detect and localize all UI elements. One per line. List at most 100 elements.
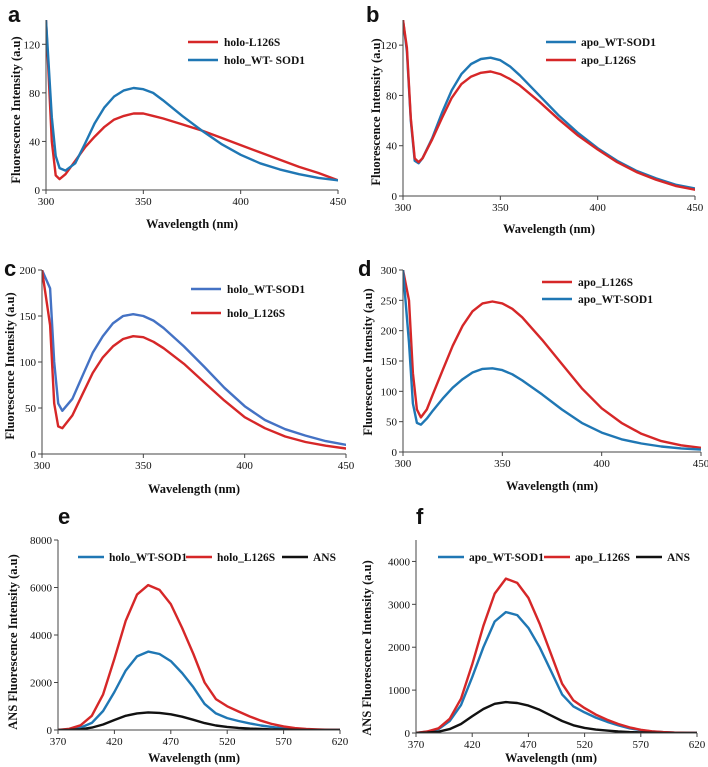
y-tick-label-c-3: 150 [20,311,37,323]
y-tick-label-d-6: 300 [381,265,398,277]
legend-label-b-0: apo_WT-SOD1 [581,37,656,49]
series-line-d-0 [403,270,701,449]
x-tick-label-e-5: 620 [332,736,349,748]
panel-letter-a: a [8,2,21,27]
y-tick-label-b-0: 0 [392,191,398,203]
svg-text:Fluorescence Intensity (a.u): Fluorescence Intensity (a.u) [361,288,375,435]
y-tick-label-f-0: 0 [405,728,411,740]
panel-e: e ANS Fluorescence Intensity (a.u) Wavel… [6,504,349,765]
panel-letter-b: b [366,2,379,27]
x-tick-label-c-1: 350 [135,460,152,472]
legend-label-e-0: holo_WT-SOD1 [109,552,187,564]
y-tick-label-d-3: 150 [381,356,398,368]
x-tick-label-d-3: 450 [693,458,708,470]
x-tick-label-a-1: 350 [135,196,152,208]
series-group-e [58,583,340,730]
series-line-e-1 [58,583,340,730]
y-tick-label-a-3: 120 [24,39,41,51]
x-axis-label-a: Wavelength (nm) [146,217,238,231]
x-axis-label-d: Wavelength (nm) [506,479,598,493]
x-tick-label-e-4: 570 [275,736,292,748]
panel-c: c Fluorescence Intensity (a.u) Wavelengt… [3,256,355,496]
x-tick-label-b-0: 300 [395,202,412,214]
y-axis-label-d: Fluorescence Intensity (a.u) [361,288,375,435]
x-tick-label-a-3: 450 [330,196,347,208]
series-line-c-0 [42,270,346,446]
legend-label-f-2: ANS [667,552,690,564]
y-tick-label-d-5: 250 [381,295,398,307]
series-group-b [403,20,695,191]
y-tick-label-e-2: 4000 [30,630,53,642]
y-tick-label-f-1: 1000 [388,685,411,697]
x-tick-label-c-3: 450 [338,460,355,472]
x-tick-label-b-1: 350 [492,202,509,214]
panel-a: a Fluorescence Intensity (a.u) Wavelengt… [8,2,347,231]
series-line-d-1 [403,270,701,451]
series-group-c [42,270,346,450]
legend-c: holo_WT-SOD1 holo_L126S [191,284,305,320]
x-tick-label-f-2: 470 [520,739,537,751]
legend-b: apo_WT-SOD1 apo_L126S [546,37,656,67]
x-tick-label-a-0: 300 [38,196,55,208]
x-axis-label-e: Wavelength (nm) [148,751,240,765]
y-tick-label-a-0: 0 [35,185,41,197]
series-line-b-1 [403,20,695,191]
legend-label-d-1: apo_WT-SOD1 [578,294,653,306]
x-tick-label-e-3: 520 [219,736,236,748]
legend-label-c-1: holo_L126S [227,308,285,320]
legend-label-f-0: apo_WT-SOD1 [469,552,544,564]
panel-b: b Fluorescence Intensity (a.u) Wavelengt… [366,2,704,236]
y-tick-label-e-0: 0 [47,725,53,737]
legend-label-d-0: apo_L126S [578,277,633,289]
svg-text:Fluorescence Intensity (a.u): Fluorescence Intensity (a.u) [3,292,17,439]
panel-d: d Fluorescence Intensity (a.u) Wavelengt… [358,256,708,493]
y-tick-label-c-1: 50 [25,403,37,415]
svg-text:ANS Fluorescence Intensity (a.: ANS Fluorescence Intensity (a.u) [6,554,20,729]
x-axis-label-b: Wavelength (nm) [503,222,595,236]
y-tick-label-f-2: 2000 [388,642,411,654]
series-group-a [46,20,338,182]
panel-letter-f: f [416,504,424,529]
y-tick-label-d-4: 200 [381,326,398,338]
x-axis-label-c: Wavelength (nm) [148,482,240,496]
series-line-f-2 [416,700,697,733]
y-tick-label-c-2: 100 [20,357,37,369]
legend-label-a-0: holo-L126S [224,37,280,49]
legend-d: apo_L126S apo_WT-SOD1 [542,277,653,306]
y-tick-label-b-3: 120 [381,40,398,52]
y-axis-label-f: ANS Fluorescence Intensity (a.u) [360,560,374,735]
y-tick-label-d-2: 100 [381,386,398,398]
x-tick-label-f-4: 570 [633,739,650,751]
x-tick-label-b-2: 400 [589,202,606,214]
y-tick-label-a-1: 40 [29,136,41,148]
series-line-c-1 [42,270,346,450]
x-tick-label-a-2: 400 [232,196,249,208]
y-axis-label-a: Fluorescence Intensity (a.u) [9,36,23,183]
series-line-a-1 [46,20,338,182]
x-tick-label-d-2: 400 [593,458,610,470]
y-tick-label-c-0: 0 [31,449,37,461]
legend-f: apo_WT-SOD1 apo_L126S ANS [438,552,690,564]
series-line-e-0 [58,650,340,730]
svg-text:Fluorescence Intensity (a.u): Fluorescence Intensity (a.u) [9,36,23,183]
y-tick-label-e-3: 6000 [30,583,53,595]
x-tick-label-f-3: 520 [576,739,593,751]
series-line-a-0 [46,20,338,182]
y-axis-label-b: Fluorescence Intensity (a.u) [369,38,383,185]
x-tick-label-e-1: 420 [106,736,123,748]
series-line-f-1 [416,577,697,733]
x-tick-label-b-3: 450 [687,202,704,214]
x-tick-label-e-2: 470 [163,736,180,748]
x-tick-label-f-5: 620 [689,739,706,751]
panel-letter-e: e [58,504,70,529]
y-tick-label-e-1: 2000 [30,678,53,690]
x-tick-label-f-1: 420 [464,739,481,751]
legend-label-e-1: holo_L126S [217,552,275,564]
panel-letter-d: d [358,256,371,281]
y-tick-label-b-2: 80 [386,90,398,102]
y-axis-label-e: ANS Fluorescence Intensity (a.u) [6,554,20,729]
series-group-d [403,270,701,451]
y-tick-label-a-2: 80 [29,88,41,100]
svg-text:ANS Fluorescence Intensity (a.: ANS Fluorescence Intensity (a.u) [360,560,374,735]
